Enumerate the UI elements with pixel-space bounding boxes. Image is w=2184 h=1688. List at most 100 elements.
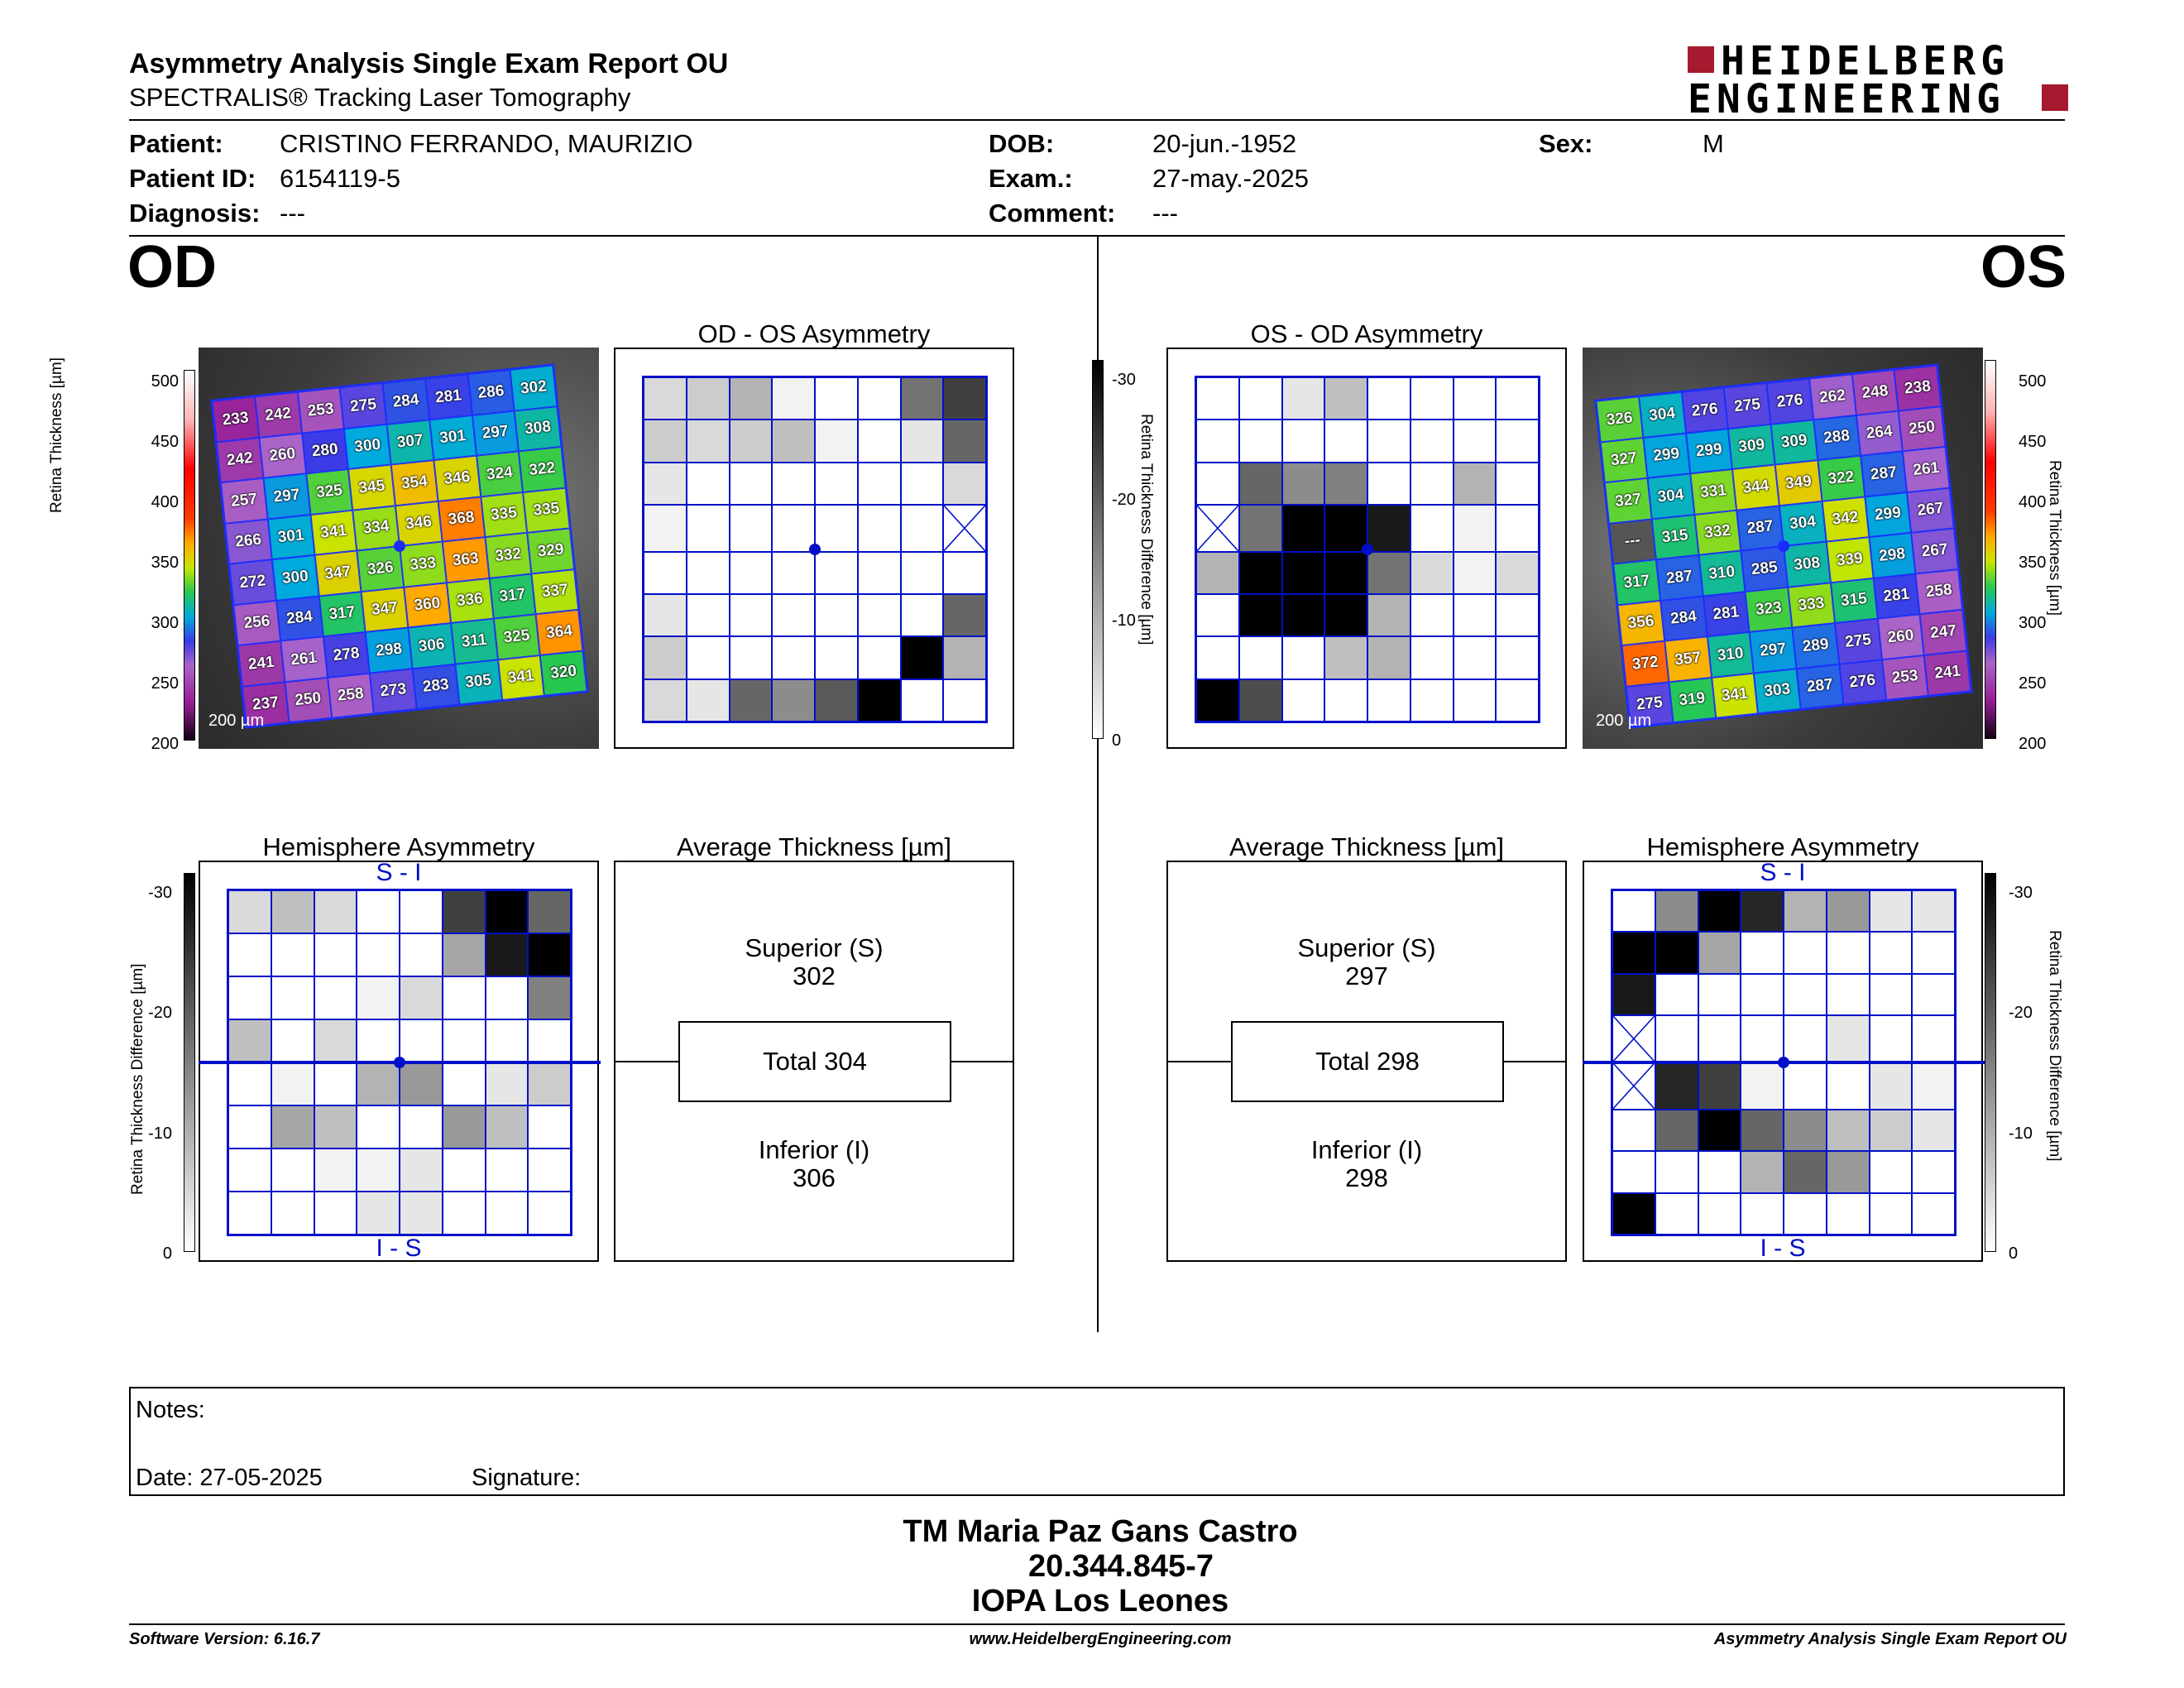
comment-label: Comment: xyxy=(989,199,1116,228)
asymmetry-cell xyxy=(644,636,687,679)
asymmetry-cell xyxy=(1324,636,1367,679)
website[interactable]: www.HeidelbergEngineering.com xyxy=(969,1630,1232,1648)
os-fundus-image: 326 304 276 275 276 262 248 238 327 299 299 309 309 2… xyxy=(1583,348,1983,749)
sex-value: M xyxy=(1703,129,1724,158)
thickness-cell: 250 xyxy=(285,677,332,723)
asymmetry-cell xyxy=(857,636,901,679)
asymmetry-cell xyxy=(228,1019,271,1062)
asymmetry-cell xyxy=(1698,1109,1741,1152)
axis-tick-label: -30 xyxy=(1112,371,1136,389)
od-thickness-colorbar xyxy=(184,370,195,741)
asymmetry-cell xyxy=(644,679,687,722)
asymmetry-cell xyxy=(1741,890,1784,933)
thickness-cell: 336 xyxy=(446,578,494,624)
notes-box[interactable] xyxy=(129,1387,2065,1496)
asymmetry-cell xyxy=(1196,636,1239,679)
asymmetry-cell xyxy=(1869,1015,1913,1062)
asymmetry-cell xyxy=(314,890,357,933)
axis-tick-label: 450 xyxy=(151,433,179,451)
thickness-cell: 233 xyxy=(212,396,260,442)
axis-tick-label: -30 xyxy=(2009,884,2033,902)
asymmetry-cell xyxy=(1741,1192,1784,1235)
os-inferior-label: Inferior (I) xyxy=(1310,1135,1423,1164)
axis-tick-label: -30 xyxy=(148,884,172,902)
os-superior-value: 297 xyxy=(1345,961,1388,990)
thickness-cell: 298 xyxy=(365,627,413,674)
asymmetry-cell xyxy=(686,420,730,463)
asymmetry-cell xyxy=(644,377,687,420)
thickness-cell: 333 xyxy=(400,541,447,587)
patient-value: CRISTINO FERRANDO, MAURIZIO xyxy=(280,129,693,158)
asymmetry-cell xyxy=(271,933,314,976)
asymmetry-cell xyxy=(228,1062,271,1105)
thickness-cell: 372 xyxy=(1621,640,1669,687)
thickness-cell: 341 xyxy=(309,510,357,555)
thickness-cell: 289 xyxy=(1792,623,1839,669)
asymmetry-cell xyxy=(1453,594,1497,637)
asymmetry-cell xyxy=(1698,932,1741,974)
asymmetry-cell xyxy=(815,594,858,637)
diagnosis-label: Diagnosis: xyxy=(129,199,261,228)
asymmetry-cell xyxy=(400,1019,443,1062)
axis-tick-label: 450 xyxy=(2019,433,2047,451)
asymmetry-cell xyxy=(1367,594,1410,637)
asymmetry-cell xyxy=(1367,504,1410,552)
asymmetry-cell xyxy=(1367,636,1410,679)
asymmetry-cell xyxy=(442,890,486,933)
software-version: Software Version: 6.16.7 xyxy=(129,1630,320,1648)
thickness-cell: 261 xyxy=(1903,446,1950,492)
asymmetry-cell xyxy=(1281,551,1325,595)
report-title: Asymmetry Analysis Single Exam Report OU xyxy=(129,48,729,79)
dob-value: 20-jun.-1952 xyxy=(1152,129,1297,158)
thickness-cell: 257 xyxy=(220,477,268,524)
asymmetry-cell xyxy=(644,462,687,505)
thickness-cell: 331 xyxy=(1689,468,1737,515)
thickness-cell: 267 xyxy=(1911,528,1959,574)
thickness-cell: 285 xyxy=(1741,546,1789,592)
asymmetry-cell xyxy=(1869,1192,1913,1235)
comment-value: --- xyxy=(1152,199,1178,228)
asymmetry-cell xyxy=(1869,1109,1913,1152)
od-hemi-axis-title: Retina Thickness Difference [µm] xyxy=(129,963,146,1195)
asymmetry-cell xyxy=(1496,377,1539,420)
axis-tick-label: -20 xyxy=(148,1004,172,1023)
asymmetry-cell xyxy=(485,1062,529,1105)
asymmetry-cell xyxy=(357,1019,400,1062)
asymmetry-cell xyxy=(1741,1015,1784,1062)
asymmetry-cell xyxy=(729,551,773,595)
asymmetry-cell xyxy=(857,377,901,420)
cross-icon xyxy=(943,505,986,552)
axis-tick-label: 350 xyxy=(2019,554,2047,572)
thickness-cell: 276 xyxy=(1681,387,1729,434)
asymmetry-cell xyxy=(1912,1062,1955,1110)
asymmetry-cell xyxy=(1698,1015,1741,1062)
thickness-cell: 333 xyxy=(1788,582,1835,628)
asymmetry-cell xyxy=(1367,462,1410,505)
asymmetry-cell xyxy=(1281,636,1325,679)
asymmetry-cell xyxy=(1453,377,1497,420)
asymmetry-cell xyxy=(1410,377,1454,420)
asymmetry-cell xyxy=(1869,890,1913,933)
asymmetry-cell xyxy=(271,1192,314,1235)
axis-tick-label: -10 xyxy=(148,1124,172,1143)
thickness-cell: 308 xyxy=(514,405,562,452)
asymmetry-cell xyxy=(1784,1151,1827,1193)
thickness-cell: 354 xyxy=(390,460,438,506)
asymmetry-cell xyxy=(228,890,271,933)
asymmetry-cell xyxy=(1612,1192,1655,1235)
thickness-cell: 264 xyxy=(1856,410,1904,456)
thickness-cell: 326 xyxy=(357,546,405,592)
patient-id-label: Patient ID: xyxy=(129,164,256,193)
os-total-box: Total 298 xyxy=(1231,1021,1504,1102)
asymmetry-cell xyxy=(400,933,443,976)
thickness-cell: 287 xyxy=(1796,664,1844,709)
thickness-cell: 275 xyxy=(1723,383,1771,429)
asymmetry-cell xyxy=(772,420,815,463)
asymmetry-cell xyxy=(357,1062,400,1105)
asymmetry-cell xyxy=(1324,462,1367,505)
os-asym-title: OS - OD Asymmetry xyxy=(1250,319,1483,348)
os-thickness-axis-title: Retina Thickness [µm] xyxy=(2046,460,2063,616)
asymmetry-cell xyxy=(1784,890,1827,933)
asymmetry-cell xyxy=(400,890,443,933)
thickness-cell: 304 xyxy=(1638,391,1686,438)
